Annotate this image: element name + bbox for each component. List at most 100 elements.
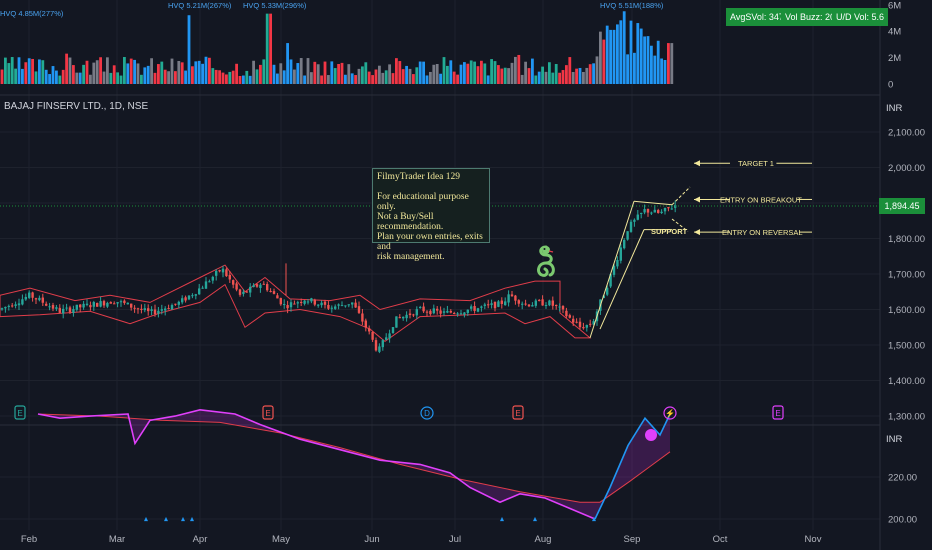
- candle-body: [225, 269, 228, 277]
- candle-body: [255, 284, 259, 287]
- volume-bar: [201, 63, 204, 84]
- candle-body: [606, 287, 609, 295]
- volume-bar: [422, 61, 425, 84]
- candle-body: [402, 316, 405, 319]
- trend-upper: [589, 201, 635, 339]
- candle-body: [368, 328, 371, 332]
- rs-ma-line: [37, 413, 671, 503]
- event-marker-glyph: ⚡: [665, 408, 675, 418]
- hvq-label: HVQ 5.51M(188%): [600, 1, 664, 10]
- volume-bar: [429, 71, 432, 84]
- candle-body: [619, 247, 622, 261]
- volume-bar: [150, 58, 153, 84]
- candle-body: [187, 295, 191, 300]
- candle-body: [364, 320, 367, 328]
- event-marker-box: [262, 405, 274, 420]
- candle-body: [555, 304, 558, 307]
- volume-bar: [55, 70, 58, 84]
- candle-body: [143, 308, 146, 311]
- candle-body: [68, 307, 72, 313]
- symbol-title[interactable]: BAJAJ FINSERV LTD., 1D, NSE: [4, 101, 149, 112]
- trend-lower: [599, 229, 645, 330]
- currency-button-lower[interactable]: INR: [886, 434, 903, 445]
- candle-body: [541, 299, 544, 306]
- volume-bar: [510, 62, 514, 84]
- volume-bar: [61, 69, 65, 84]
- volume-bar: [650, 45, 653, 84]
- candle-body: [493, 301, 497, 309]
- candle-body: [31, 292, 34, 298]
- candle-body: [41, 297, 44, 303]
- volume-bar: [235, 63, 238, 84]
- volume-bar: [367, 71, 371, 84]
- candle-body: [609, 274, 612, 287]
- volume-bar: [58, 75, 62, 84]
- candle-body: [136, 308, 140, 310]
- volume-bar: [490, 59, 493, 84]
- volume-bar: [262, 59, 266, 84]
- candle-body: [208, 281, 211, 283]
- volume-bar: [177, 60, 181, 84]
- volume-bar: [514, 56, 517, 84]
- volume-bar: [323, 61, 327, 84]
- candle-body: [517, 300, 520, 304]
- volume-bar: [27, 58, 31, 84]
- event-marker-glyph: E: [265, 409, 270, 418]
- event-marker-glyph: D: [424, 409, 430, 418]
- volume-bar: [48, 74, 51, 84]
- price-tick-label: 1,700.00: [888, 270, 925, 281]
- candle-body: [357, 306, 361, 313]
- volume-bar: [276, 73, 279, 84]
- candle-body: [531, 305, 534, 307]
- candle-body: [582, 327, 585, 329]
- volume-bar: [126, 63, 130, 84]
- hvq-label: HVQ 5.21M(267%): [168, 1, 232, 10]
- candle-body: [102, 301, 106, 306]
- volume-bar: [663, 59, 667, 84]
- candle-body: [575, 321, 578, 323]
- volume-bar: [204, 56, 208, 84]
- volume-bar: [303, 75, 306, 84]
- volume-bar: [507, 68, 510, 84]
- candle-body: [249, 286, 252, 293]
- volume-bar: [374, 69, 378, 84]
- volume-bar: [187, 15, 191, 85]
- reversal-label: ENTRY ON REVERSAL: [722, 228, 803, 237]
- rs-triangle-marker: [190, 516, 194, 522]
- volume-pane: [0, 11, 674, 85]
- volume-bar: [558, 72, 561, 84]
- x-axis-labels: Feb Mar Apr May Jun Jul Aug Sep Oct Nov: [21, 534, 822, 545]
- volume-bar: [391, 73, 395, 84]
- candle-body: [164, 308, 167, 311]
- currency-button-main[interactable]: INR: [886, 103, 903, 114]
- volume-bar: [531, 58, 534, 84]
- candle-body: [174, 303, 177, 305]
- candle-body: [371, 331, 374, 340]
- volume-bar: [106, 57, 109, 84]
- candle-body: [150, 309, 153, 311]
- candle-body: [184, 297, 187, 301]
- idea-note[interactable]: FilmyTrader Idea 129 For educational pur…: [372, 168, 490, 262]
- volume-bar: [612, 29, 616, 85]
- volume-bar: [364, 62, 368, 84]
- volume-bar: [24, 62, 28, 84]
- volume-bar: [248, 75, 252, 84]
- candle-body: [245, 291, 248, 293]
- volume-bar: [418, 61, 422, 84]
- volume-bar: [34, 71, 38, 84]
- candle-body: [160, 309, 163, 311]
- candle-body: [657, 210, 660, 213]
- candle-body: [558, 306, 561, 308]
- volume-bar: [218, 70, 221, 84]
- candle-body: [310, 298, 313, 302]
- candle-body: [432, 308, 435, 314]
- candle-body: [374, 340, 378, 351]
- candle-body: [306, 301, 310, 303]
- rs-fill: [38, 409, 670, 519]
- volume-bar: [622, 11, 626, 85]
- volume-bar: [446, 65, 449, 84]
- volume-bar: [371, 75, 374, 84]
- volume-bar: [639, 28, 643, 85]
- x-tick-label: May: [272, 534, 290, 545]
- candle-body: [561, 306, 565, 310]
